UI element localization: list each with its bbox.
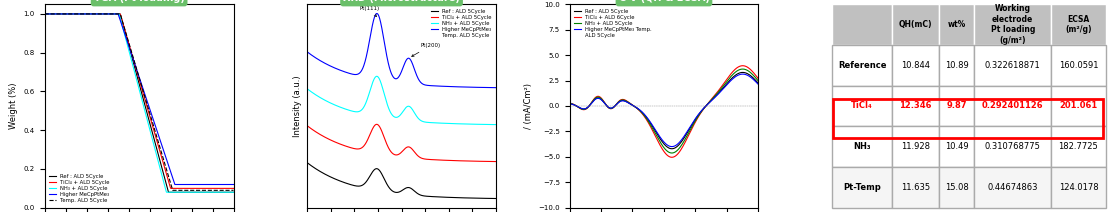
Ref : ALD 5Cycle: (880, 0.08): ALD 5Cycle: (880, 0.08) (222, 191, 236, 194)
NH₃ + ALD 5Cycle (151, 156, 164, 158)
Higher MeCpPtMe₃ (128, 65, 142, 68)
Line: Higher MeCpPtMe₃: Higher MeCpPtMe₃ (45, 14, 233, 184)
Ref : ALD 5Cycle: (536, 0.297): ALD 5Cycle: (536, 0.297) (151, 149, 164, 151)
NH₃ + ALD 5Cycle (38, 13, 51, 15)
Y-axis label: Weight (%): Weight (%) (9, 83, 18, 129)
NH₃ + ALD 5Cycle (128, 74, 142, 77)
Temp. ALD 5Cycle (151, 137, 164, 139)
Text: Pt(200): Pt(200) (412, 43, 440, 56)
Higher MeCpPtMe₃ (193, 183, 207, 186)
NH₃ + ALD 5Cycle (227, 191, 240, 194)
TiCl₄ + ALD 5Cycle (140, 105, 153, 107)
TiCl₄ + ALD 5Cycle (128, 66, 142, 68)
Title: TGA (Pt loading): TGA (Pt loading) (94, 0, 184, 3)
Temp. ALD 5Cycle (127, 60, 141, 63)
Temp. ALD 5Cycle (140, 102, 153, 105)
Line: TiCl₄ + ALD 5Cycle: TiCl₄ + ALD 5Cycle (45, 14, 233, 188)
Higher MeCpPtMe₃ (140, 99, 153, 102)
Line: Temp. ALD 5Cycle: Temp. ALD 5Cycle (45, 14, 233, 190)
NH₃ + ALD 5Cycle (127, 70, 141, 73)
TiCl₄ + ALD 5Cycle (193, 187, 207, 190)
Ref : ALD 5Cycle: (739, 0.08): ALD 5Cycle: (739, 0.08) (193, 191, 207, 194)
NH₃ + ALD 5Cycle (222, 191, 236, 194)
Y-axis label: Intensity (a.u.): Intensity (a.u.) (293, 75, 302, 137)
NH₃ + ALD 5Cycle (140, 117, 153, 120)
Ref : ALD 5Cycle: (900, 0.08): ALD 5Cycle: (900, 0.08) (227, 191, 240, 194)
Higher MeCpPtMe₃ (222, 183, 236, 186)
Temp. ALD 5Cycle (222, 189, 236, 192)
Line: Ref : ALD 5Cycle: Ref : ALD 5Cycle (45, 14, 233, 192)
NH₃ + ALD 5Cycle (193, 191, 207, 194)
Ref : ALD 5Cycle: (487, 0.492): ALD 5Cycle: (487, 0.492) (140, 111, 153, 114)
Ref : ALD 5Cycle: (0, 1): ALD 5Cycle: (0, 1) (38, 13, 51, 15)
Higher MeCpPtMe₃ (38, 13, 51, 15)
Higher MeCpPtMe₃ (127, 62, 141, 64)
Higher MeCpPtMe₃ (151, 130, 164, 132)
Temp. ALD 5Cycle (38, 13, 51, 15)
Higher MeCpPtMe₃ (227, 183, 240, 186)
Text: Pt(111): Pt(111) (359, 6, 379, 17)
TiCl₄ + ALD 5Cycle (164, 187, 178, 190)
Legend: Ref : ALD 5Cycle, TiCl₄ + ALD 5Cycle, NH₃ + ALD 5Cycle, Higher MeCpPtMe₃, Temp. : Ref : ALD 5Cycle, TiCl₄ + ALD 5Cycle, NH… (47, 172, 112, 205)
TiCl₄ + ALD 5Cycle (38, 13, 51, 15)
Line: NH₃ + ALD 5Cycle: NH₃ + ALD 5Cycle (45, 14, 233, 192)
Legend: Ref : ALD 5Cycle, TiCl₄ + ALD 6Cycle, NH₃ + ALD 5Cycle, Higher MeCpPtMe₃ Temp., : Ref : ALD 5Cycle, TiCl₄ + ALD 6Cycle, NH… (572, 7, 653, 40)
NH₃ + ALD 5Cycle (160, 191, 173, 194)
Temp. ALD 5Cycle (166, 189, 180, 192)
Title: XRD (Microstructure): XRD (Microstructure) (343, 0, 460, 3)
Ref : ALD 5Cycle: (433, 0.709): ALD 5Cycle: (433, 0.709) (128, 69, 142, 72)
TiCl₄ + ALD 5Cycle (127, 62, 141, 64)
TiCl₄ + ALD 5Cycle (227, 187, 240, 190)
Temp. ALD 5Cycle (193, 189, 207, 192)
Y-axis label: / (mA/Cm²): / (mA/Cm²) (524, 83, 533, 129)
Legend: Ref : ALD 5Cycle, TiCl₄ + ALD 5Cycle, NH₃ + ALD 5Cycle, Higher MeCpPtMe₃, Temp. : Ref : ALD 5Cycle, TiCl₄ + ALD 5Cycle, NH… (429, 7, 494, 40)
Title: C-V (QH & ECSA): C-V (QH & ECSA) (619, 0, 709, 3)
Temp. ALD 5Cycle (128, 64, 142, 67)
Bar (833, 99, 1104, 138)
Higher MeCpPtMe₃ (169, 183, 182, 186)
Temp. ALD 5Cycle (227, 189, 240, 192)
TiCl₄ + ALD 5Cycle (151, 140, 164, 143)
Ref : ALD 5Cycle: (427, 0.73): ALD 5Cycle: (427, 0.73) (127, 65, 141, 67)
TiCl₄ + ALD 5Cycle (222, 187, 236, 190)
Ref : ALD 5Cycle: (592, 0.08): ALD 5Cycle: (592, 0.08) (162, 191, 175, 194)
